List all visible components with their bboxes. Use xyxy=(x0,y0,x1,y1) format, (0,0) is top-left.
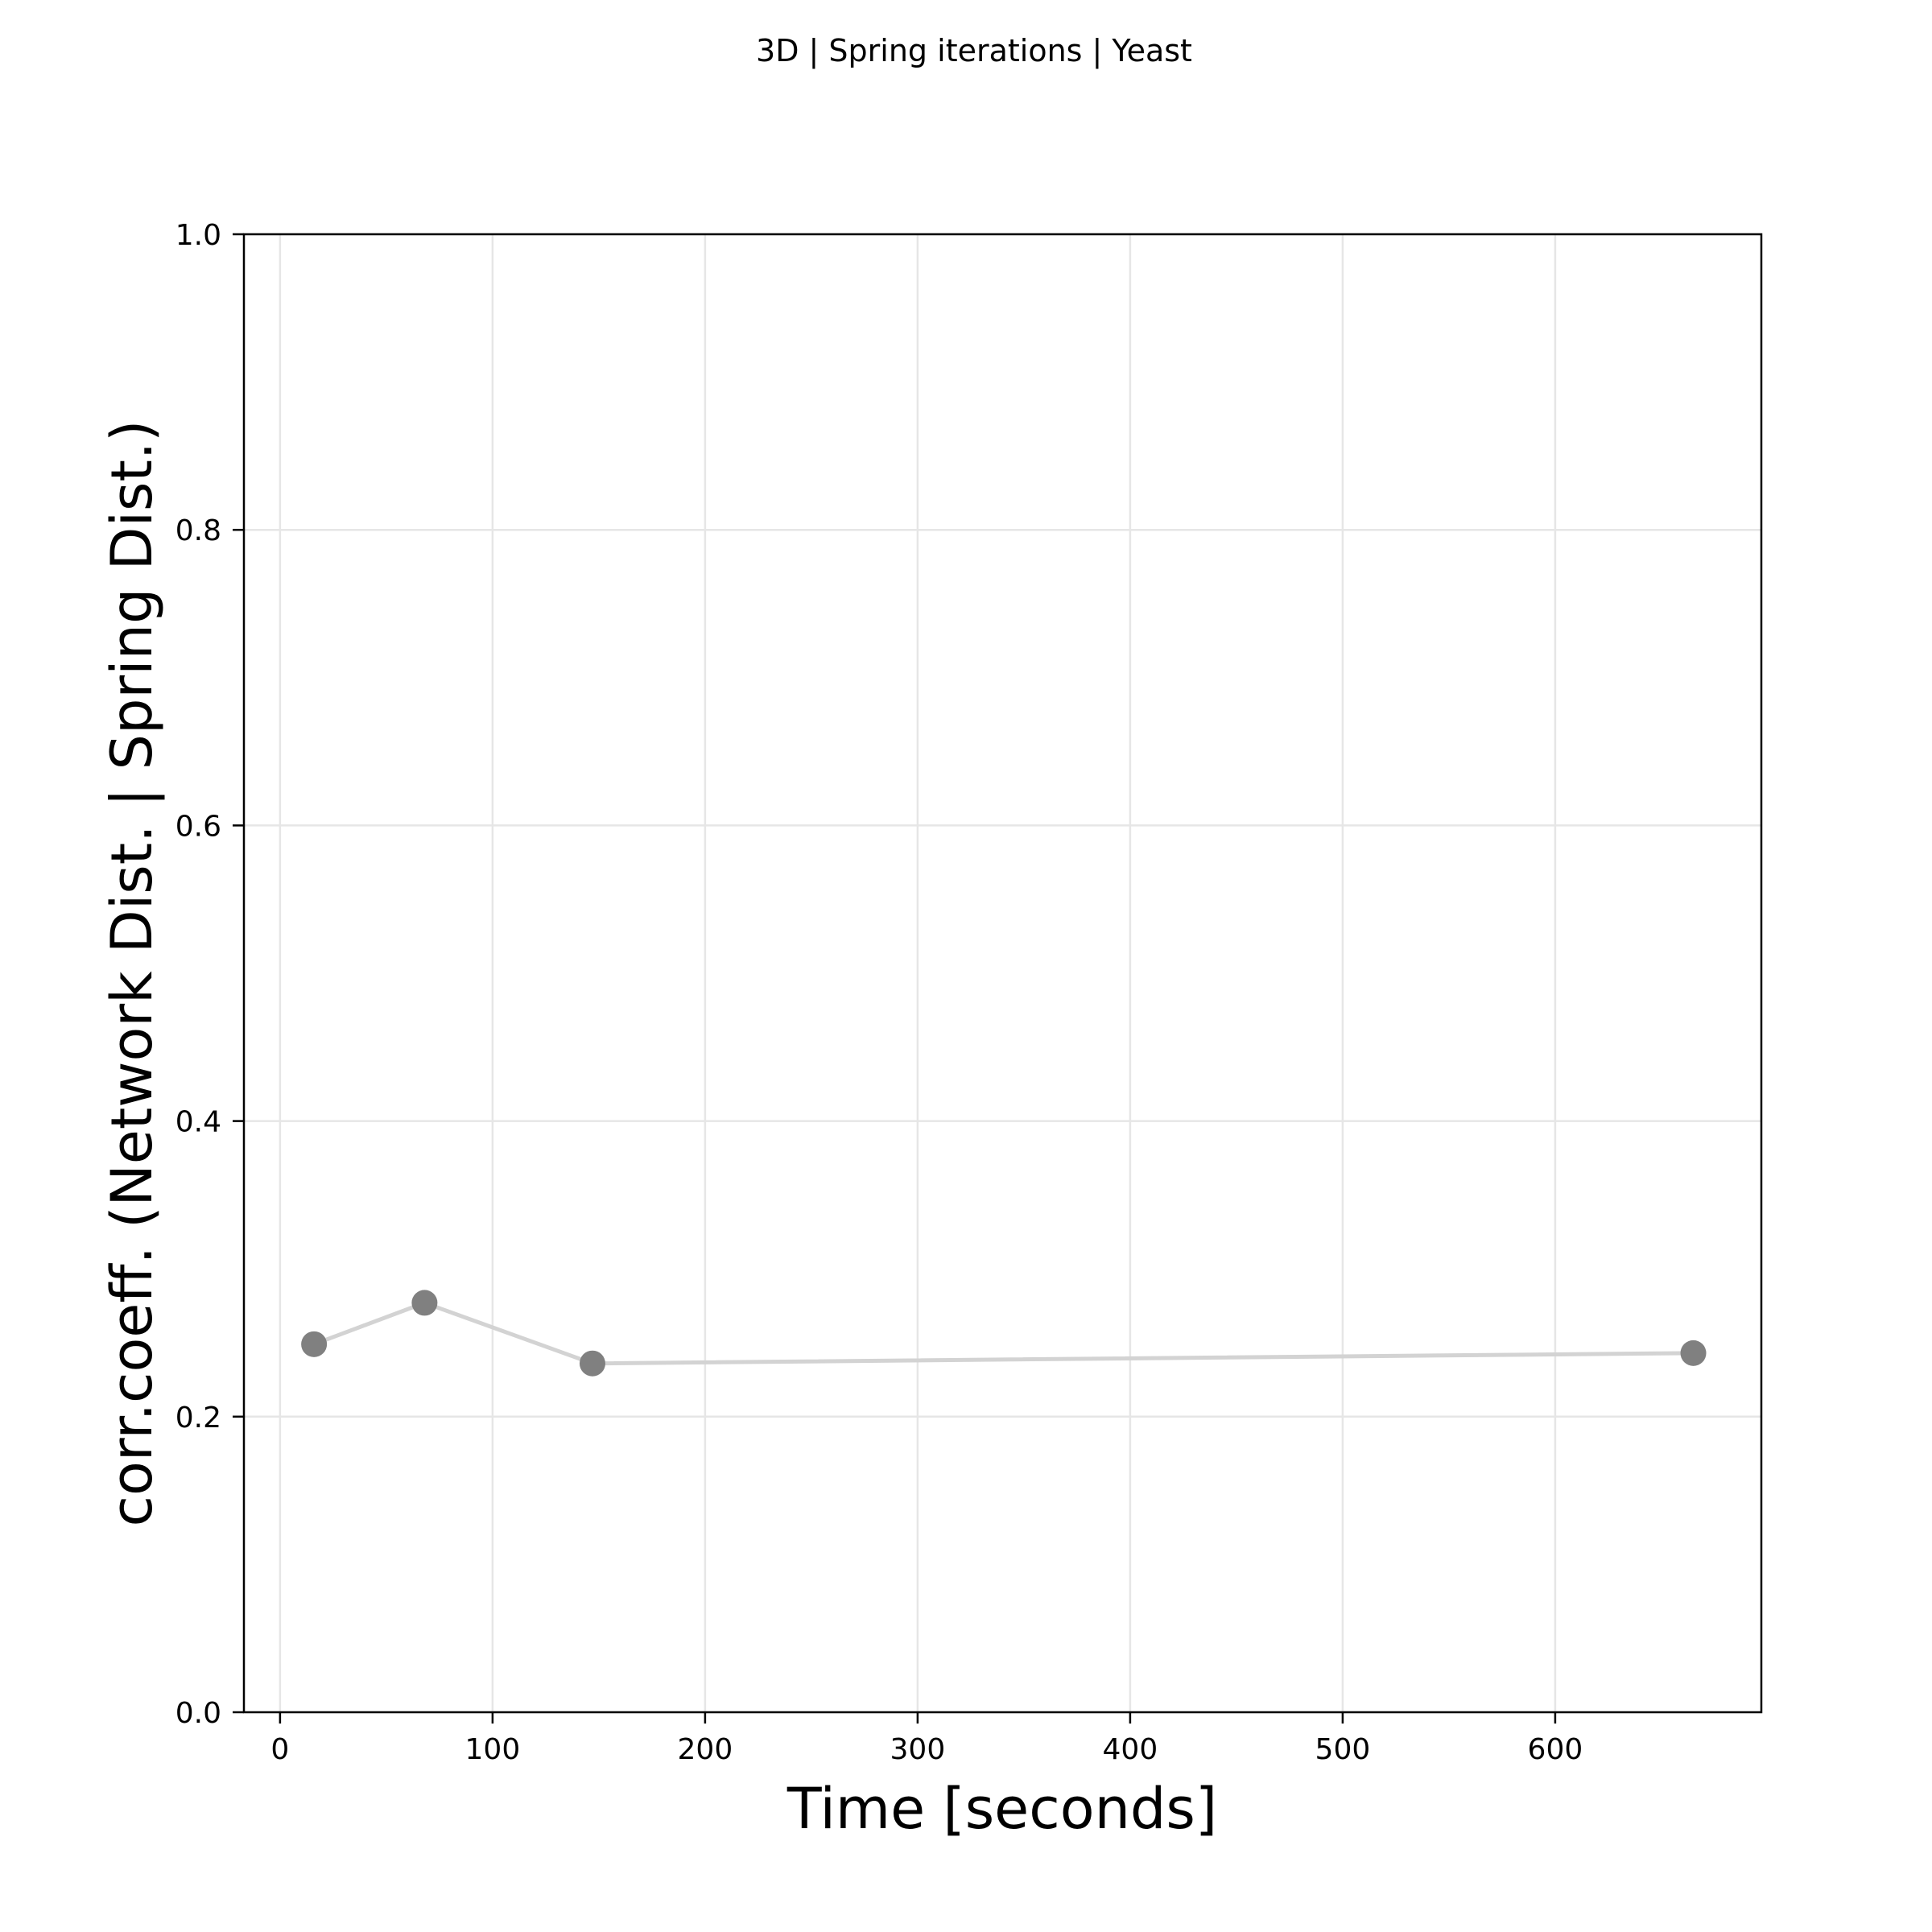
data-point xyxy=(579,1350,605,1377)
x-axis-label: Time [seconds] xyxy=(786,1776,1217,1842)
y-tick-label: 0.6 xyxy=(175,810,221,843)
series-line xyxy=(312,1300,1696,1366)
data-point xyxy=(1680,1340,1707,1366)
x-tick-label: 200 xyxy=(678,1733,733,1766)
plot-background xyxy=(244,234,1761,1712)
x-tick-label: 300 xyxy=(890,1733,946,1766)
x-tick-label: 100 xyxy=(465,1733,521,1766)
plot-area xyxy=(242,233,1763,1714)
x-tick-label: 500 xyxy=(1315,1733,1371,1766)
y-tick-label: 0.4 xyxy=(175,1106,221,1139)
y-axis: 0.0 0.2 0.4 0.6 0.8 1.0 xyxy=(175,219,244,1730)
data-point xyxy=(301,1331,328,1357)
y-axis-label: corr.coeff. (Network Dist. | Spring Dist… xyxy=(99,420,165,1527)
x-axis: 0 100 200 300 400 500 600 xyxy=(270,1712,1583,1766)
x-tick-label: 400 xyxy=(1103,1733,1158,1766)
chart-title: 3D | Spring iterations | Yeast xyxy=(756,33,1192,69)
plot-frame xyxy=(242,233,1763,1714)
data-point xyxy=(411,1290,438,1316)
x-tick-label: 600 xyxy=(1528,1733,1583,1766)
y-tick-label: 0.8 xyxy=(175,514,221,547)
y-tick-label: 0.0 xyxy=(175,1697,221,1730)
series-layer xyxy=(301,1290,1707,1377)
x-tick-label: 0 xyxy=(270,1733,289,1766)
y-tick-label: 1.0 xyxy=(175,219,221,252)
y-tick-label: 0.2 xyxy=(175,1402,221,1435)
